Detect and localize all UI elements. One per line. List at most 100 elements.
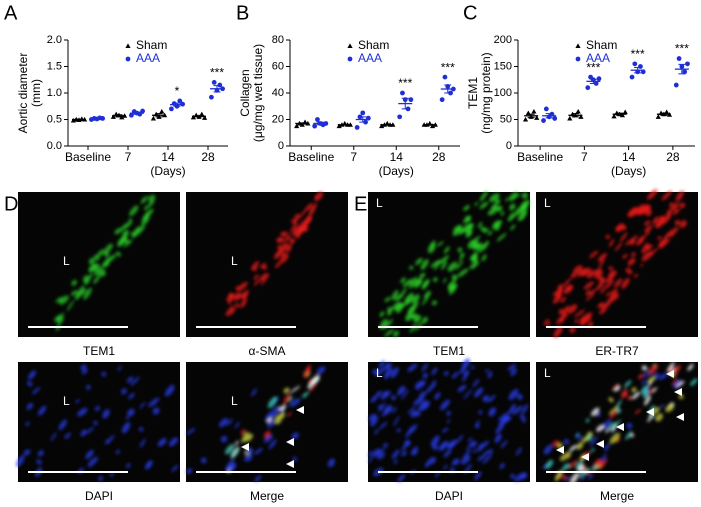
data-point <box>567 115 573 121</box>
cell <box>418 391 427 399</box>
cell <box>244 454 253 462</box>
cell <box>443 449 452 458</box>
cell <box>384 362 392 370</box>
cell <box>145 201 155 209</box>
cell <box>316 366 326 375</box>
x-tick-label: 14 <box>622 150 636 164</box>
cell <box>186 468 193 474</box>
error-bar <box>660 112 668 116</box>
cell <box>487 394 496 403</box>
image-content <box>225 191 324 317</box>
cell <box>400 277 406 284</box>
cell <box>443 246 450 254</box>
error-bar <box>213 85 221 93</box>
error-bar <box>426 123 434 126</box>
cell <box>520 205 528 212</box>
error-bar <box>133 111 141 115</box>
cell <box>25 421 30 427</box>
cell <box>472 379 480 388</box>
data-point <box>638 64 643 69</box>
cell <box>289 385 301 394</box>
cell <box>157 438 167 447</box>
cell <box>130 376 140 386</box>
data-point <box>199 111 205 117</box>
legend-label: AAA <box>358 51 382 65</box>
cell <box>590 448 595 453</box>
cell <box>641 242 650 254</box>
data-point <box>655 114 661 119</box>
cell <box>558 308 565 315</box>
cell <box>268 439 277 450</box>
data-point <box>315 117 320 122</box>
data-point <box>110 114 116 119</box>
cell <box>368 454 374 464</box>
cell <box>265 411 273 422</box>
cell <box>491 220 503 230</box>
cell <box>447 439 457 449</box>
lumen-marker: L <box>544 196 551 210</box>
data-point <box>169 106 174 112</box>
cell <box>294 213 301 221</box>
cell <box>140 196 146 204</box>
x-tick-label: 7 <box>125 150 132 164</box>
cell <box>71 290 77 296</box>
x-tick-label: 7 <box>350 150 357 164</box>
cell <box>687 363 694 371</box>
cell <box>418 400 428 412</box>
cell <box>85 449 94 460</box>
cell <box>608 270 617 279</box>
y-axis-label: Aortic diameter <box>16 53 30 134</box>
cell <box>459 367 466 374</box>
data-point <box>596 76 602 82</box>
y-tick-label: 0 <box>506 140 512 152</box>
cell <box>520 472 528 480</box>
cell <box>413 397 424 406</box>
cell <box>50 432 57 442</box>
cell <box>186 427 196 435</box>
cell <box>495 198 501 205</box>
micrograph <box>536 189 698 338</box>
cell <box>292 229 298 236</box>
cell <box>465 223 474 234</box>
cell <box>88 257 96 265</box>
cell <box>509 203 516 211</box>
arrowhead <box>286 460 294 468</box>
cell <box>232 447 240 458</box>
cell <box>647 364 658 376</box>
cell <box>442 277 447 284</box>
cell <box>508 388 519 401</box>
cell <box>439 442 447 449</box>
cell <box>446 411 451 416</box>
cell <box>487 449 493 454</box>
cell <box>610 288 618 298</box>
cell <box>81 368 88 375</box>
cell <box>585 293 594 302</box>
cell <box>77 407 88 417</box>
cell <box>225 459 235 472</box>
cell <box>301 391 309 398</box>
cell <box>234 303 240 308</box>
cell <box>127 408 135 417</box>
cell <box>307 377 316 389</box>
cell <box>487 206 500 216</box>
image-background <box>536 362 698 482</box>
cell <box>648 387 655 395</box>
cell <box>482 395 490 402</box>
cell <box>478 410 483 415</box>
cell <box>495 423 505 434</box>
cell <box>516 393 523 400</box>
cell <box>263 430 271 439</box>
cell <box>117 237 126 248</box>
cell <box>235 286 240 291</box>
cell <box>393 330 399 338</box>
significance: *** <box>210 66 224 80</box>
cell <box>477 221 483 228</box>
cell <box>467 437 473 443</box>
cell <box>287 396 294 402</box>
cell <box>93 276 100 284</box>
cell <box>637 206 646 216</box>
cell <box>391 449 400 459</box>
cell <box>379 311 385 317</box>
cell <box>370 395 378 403</box>
cell <box>397 387 407 396</box>
